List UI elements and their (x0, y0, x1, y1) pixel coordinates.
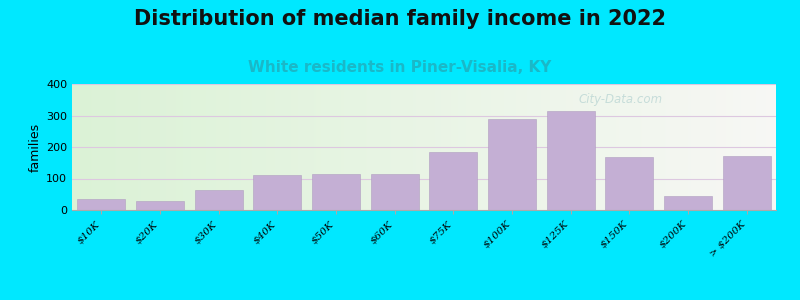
Bar (136, 200, 184, 210)
Bar (664, 196, 712, 210)
Bar (488, 119, 536, 210)
Bar (254, 175, 302, 210)
Text: White residents in Piner-Visalia, KY: White residents in Piner-Visalia, KY (248, 60, 552, 75)
Text: Distribution of median family income in 2022: Distribution of median family income in … (134, 9, 666, 29)
Text: City-Data.com: City-Data.com (579, 93, 663, 106)
Bar (546, 111, 594, 210)
Bar (78, 199, 126, 210)
Bar (312, 174, 360, 210)
Bar (430, 152, 478, 210)
Bar (606, 157, 654, 210)
Bar (194, 190, 242, 210)
Bar (370, 174, 418, 210)
Bar (722, 155, 770, 210)
Y-axis label: families: families (29, 122, 42, 172)
